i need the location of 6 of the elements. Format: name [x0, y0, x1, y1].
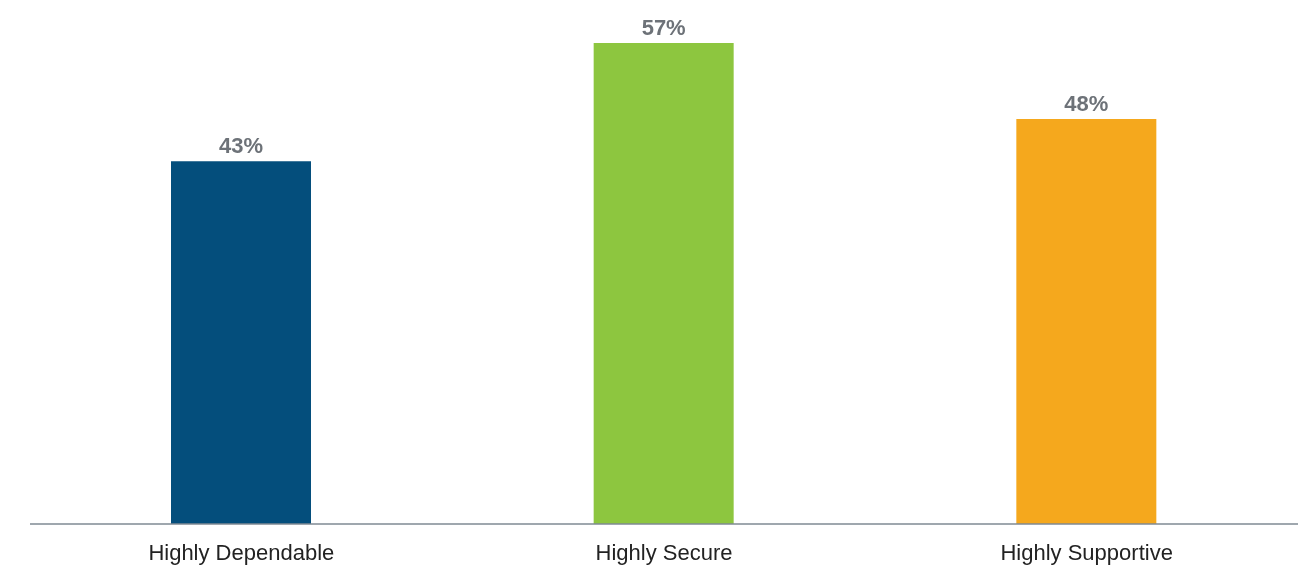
- data-label: 48%: [1064, 90, 1109, 116]
- data-label: 43%: [218, 133, 264, 159]
- x-tick-label: Highly Secure: [595, 539, 733, 565]
- data-label: 57%: [641, 15, 686, 40]
- x-tick-label: Highly Dependable: [148, 539, 335, 565]
- x-tick-label: Highly Supportive: [1000, 539, 1173, 565]
